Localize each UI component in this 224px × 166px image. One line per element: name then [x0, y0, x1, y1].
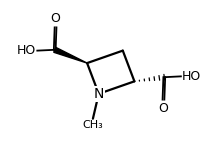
Text: HO: HO — [17, 44, 37, 57]
Text: CH₃: CH₃ — [82, 120, 103, 130]
Text: HO: HO — [182, 70, 201, 83]
Text: N: N — [94, 87, 104, 101]
Polygon shape — [54, 47, 87, 63]
Text: O: O — [159, 102, 168, 115]
Text: O: O — [51, 12, 60, 25]
